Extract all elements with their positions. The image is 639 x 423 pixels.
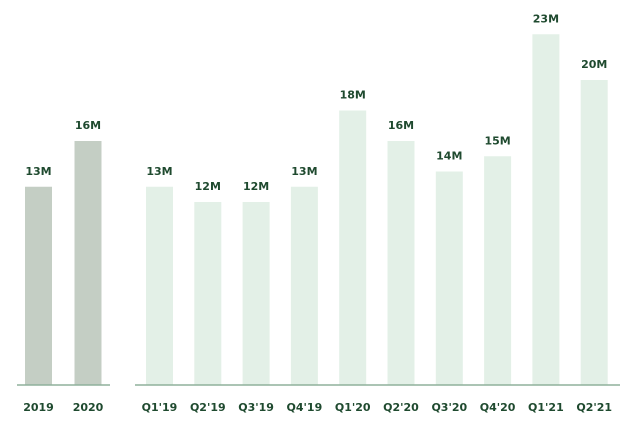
- x-tick-label: Q3'20: [431, 401, 467, 414]
- x-tick-label: Q2'20: [383, 401, 419, 414]
- x-tick-label: Q4'20: [480, 401, 516, 414]
- bar: [290, 186, 318, 385]
- x-tick-label: 2019: [23, 401, 54, 414]
- value-label: 16M: [75, 119, 101, 132]
- value-label: 14M: [436, 150, 462, 163]
- value-label: 16M: [388, 119, 414, 132]
- bar: [194, 202, 222, 385]
- value-label: 13M: [25, 165, 51, 178]
- x-tick-label: 2020: [73, 401, 104, 414]
- value-label: 13M: [291, 165, 317, 178]
- bar: [25, 186, 52, 385]
- x-tick-label: Q4'19: [287, 401, 323, 414]
- value-label: 15M: [484, 134, 510, 147]
- x-tick-label: Q1'21: [528, 401, 564, 414]
- x-tick-label: Q3'19: [238, 401, 274, 414]
- bar: [339, 110, 367, 385]
- bar: [580, 80, 608, 385]
- bar: [387, 141, 415, 385]
- x-tick-label: Q2'21: [576, 401, 612, 414]
- bar: [146, 186, 173, 385]
- value-label: 18M: [340, 89, 366, 102]
- value-label: 23M: [533, 12, 559, 25]
- value-label: 20M: [581, 58, 607, 71]
- bar: [242, 202, 270, 385]
- value-label: 12M: [243, 180, 269, 193]
- bar: [74, 141, 102, 385]
- bar: [435, 171, 463, 385]
- x-tick-label: Q1'20: [335, 401, 371, 414]
- x-tick-label: Q2'19: [190, 401, 226, 414]
- x-tick-label: Q1'19: [142, 401, 178, 414]
- value-label: 12M: [195, 180, 221, 193]
- bar: [484, 156, 512, 385]
- value-label: 13M: [146, 165, 172, 178]
- bar: [532, 34, 560, 385]
